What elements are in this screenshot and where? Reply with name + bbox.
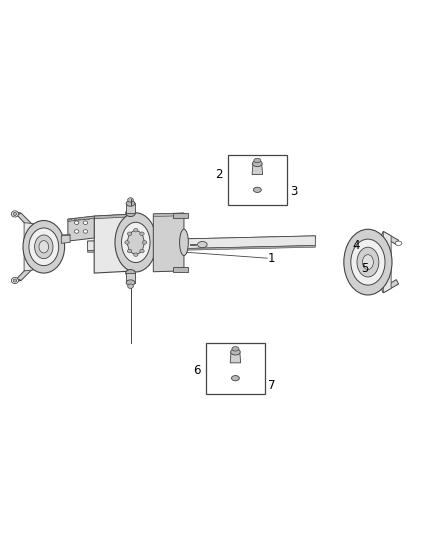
Polygon shape [153, 213, 184, 272]
Ellipse shape [121, 222, 150, 263]
Ellipse shape [351, 239, 385, 285]
Ellipse shape [128, 198, 133, 202]
Ellipse shape [362, 255, 373, 270]
Ellipse shape [39, 241, 49, 253]
Ellipse shape [13, 279, 17, 282]
Polygon shape [126, 273, 135, 282]
Text: 6: 6 [193, 364, 201, 377]
Polygon shape [88, 246, 315, 253]
Ellipse shape [180, 229, 188, 255]
Polygon shape [173, 266, 188, 272]
Bar [206, 343, 265, 393]
Ellipse shape [126, 209, 135, 216]
Ellipse shape [253, 187, 261, 192]
Polygon shape [383, 231, 391, 293]
Ellipse shape [198, 241, 207, 248]
Ellipse shape [127, 231, 144, 254]
Text: 7: 7 [268, 379, 276, 392]
Ellipse shape [83, 230, 88, 233]
Ellipse shape [11, 211, 18, 217]
Ellipse shape [252, 160, 262, 167]
Ellipse shape [254, 158, 261, 163]
Ellipse shape [35, 235, 53, 259]
Polygon shape [88, 236, 315, 251]
Polygon shape [230, 352, 240, 363]
Ellipse shape [357, 247, 379, 277]
Ellipse shape [83, 221, 88, 224]
Ellipse shape [125, 241, 129, 244]
Polygon shape [252, 164, 263, 174]
Ellipse shape [232, 346, 239, 351]
Text: 2: 2 [215, 168, 223, 181]
Ellipse shape [231, 376, 239, 381]
Ellipse shape [230, 349, 240, 355]
Polygon shape [17, 213, 33, 227]
Polygon shape [173, 213, 188, 219]
Text: 3: 3 [290, 184, 297, 198]
Ellipse shape [23, 221, 65, 273]
Polygon shape [142, 247, 155, 257]
Ellipse shape [74, 221, 79, 224]
Polygon shape [68, 216, 94, 221]
Ellipse shape [126, 280, 135, 286]
Ellipse shape [13, 213, 17, 215]
Ellipse shape [126, 270, 135, 277]
Ellipse shape [344, 229, 392, 295]
Polygon shape [381, 280, 399, 293]
Ellipse shape [74, 230, 79, 233]
Text: 1: 1 [268, 252, 276, 265]
Ellipse shape [140, 249, 144, 253]
Ellipse shape [11, 278, 18, 284]
Polygon shape [61, 234, 70, 236]
Polygon shape [153, 213, 184, 216]
Polygon shape [88, 236, 315, 244]
Polygon shape [61, 235, 70, 243]
Text: 5: 5 [361, 262, 369, 275]
Ellipse shape [142, 241, 147, 244]
Ellipse shape [134, 229, 138, 232]
Ellipse shape [134, 253, 138, 256]
Polygon shape [12, 212, 21, 215]
Ellipse shape [140, 232, 144, 236]
Ellipse shape [29, 228, 59, 265]
Ellipse shape [127, 249, 132, 253]
Polygon shape [381, 231, 399, 245]
Ellipse shape [127, 232, 132, 236]
Ellipse shape [128, 284, 133, 288]
Ellipse shape [115, 213, 157, 272]
Bar [228, 155, 287, 205]
Text: 4: 4 [353, 239, 360, 252]
Ellipse shape [126, 200, 135, 206]
Ellipse shape [395, 241, 402, 246]
Polygon shape [24, 223, 33, 271]
Polygon shape [126, 204, 135, 213]
Polygon shape [17, 266, 33, 280]
Polygon shape [94, 214, 136, 273]
Polygon shape [68, 216, 94, 241]
Polygon shape [94, 214, 136, 219]
Polygon shape [12, 279, 21, 282]
